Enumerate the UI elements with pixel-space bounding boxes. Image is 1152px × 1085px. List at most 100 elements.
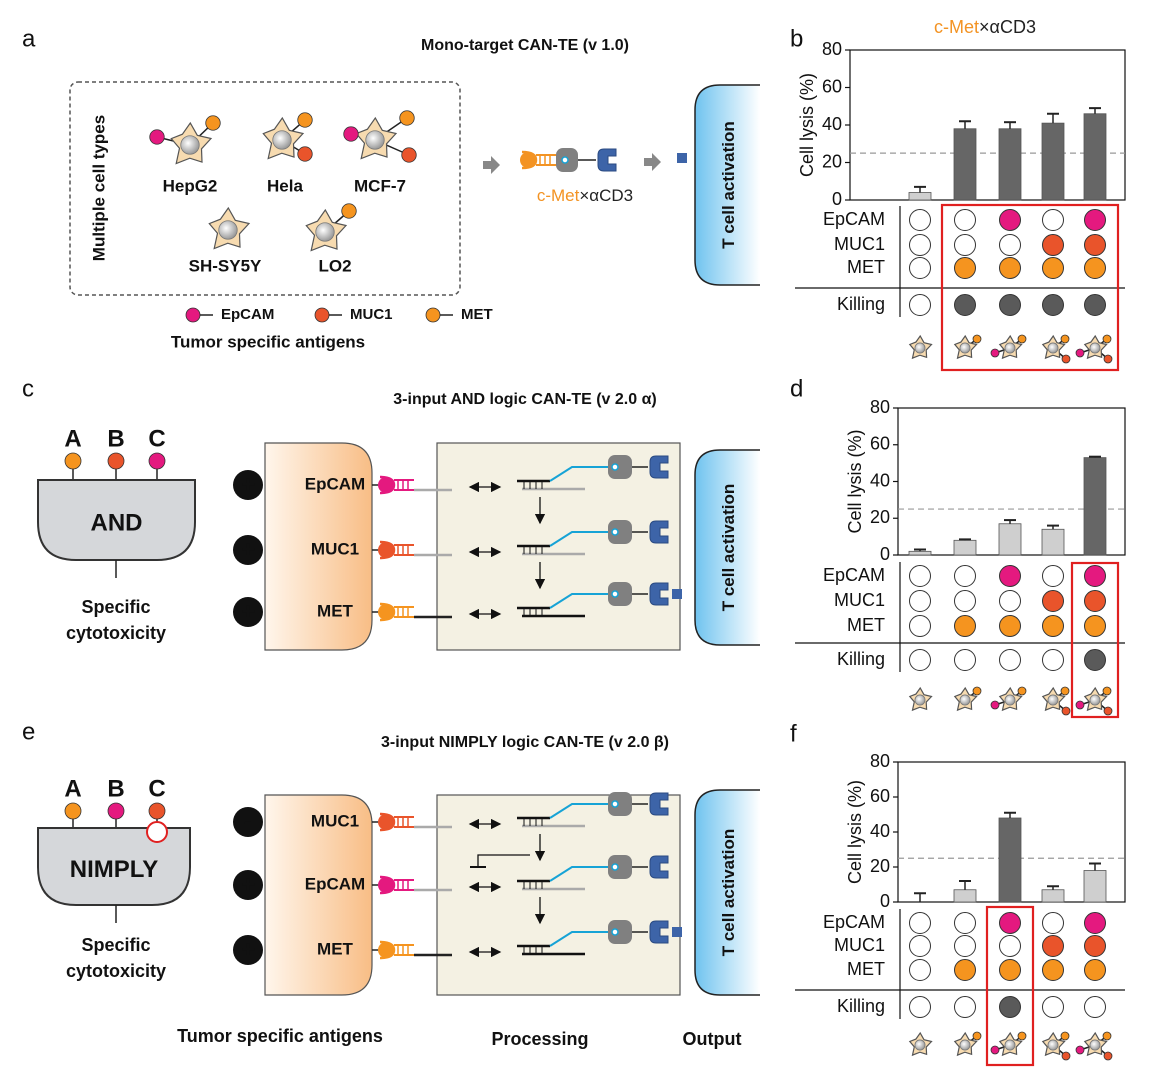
bar [998,128,1022,201]
matrix-dot [1084,912,1106,934]
antigen [1060,686,1070,696]
aptamer [521,150,538,170]
matrix-dot [999,590,1021,612]
row-label: MUC1 [834,935,885,955]
linker [549,531,612,547]
cell-nucleus [1089,694,1101,706]
bar [1041,889,1065,903]
gate-input-dot [148,452,166,470]
cd3-binder [649,455,669,479]
matrix-dot [1042,565,1064,587]
antigen [1060,334,1070,344]
antigen-name: EpCAM [305,874,365,893]
aptamer-target [378,542,394,558]
cell-nucleus [272,130,292,150]
matrix-dot [1084,565,1106,587]
antigen [1102,686,1112,696]
bar [908,192,932,201]
matrix-dot [1084,257,1106,279]
matrix-dot [999,935,1021,957]
anchor-block [608,792,632,816]
y-axis-label: Cell lysis (%) [797,73,817,177]
matrix-dot [954,649,976,671]
antigen [1102,1031,1112,1041]
section-label: Output [683,1029,742,1049]
bar [998,817,1022,903]
cell-name: SH-SY5Y [189,256,262,275]
antigen [990,1045,1000,1055]
aptamer [379,940,396,960]
linker [549,466,612,482]
output-square [672,589,682,599]
gate-input-dot [148,802,166,820]
antigen [990,700,1000,710]
anchor-dot [611,800,619,808]
panel-title: 3-input NIMPLY logic CAN-TE (v 2.0 β) [381,734,669,751]
antigen [343,126,359,142]
antigen [205,115,221,131]
antigen-name: MUC1 [311,539,359,558]
sign-icon [233,807,263,837]
processing-box [436,442,681,651]
cell-nucleus [1004,694,1016,706]
aptamer [379,875,396,895]
linker [549,803,612,819]
y-tick-label: 0 [880,544,890,564]
matrix-dot [1084,294,1106,316]
bar [998,523,1022,556]
cell-nucleus [1004,342,1016,354]
cell-nucleus [914,694,926,706]
matrix-dot [999,649,1021,671]
y-tick-label: 60 [870,434,890,454]
y-tick-label: 80 [822,39,842,59]
legend-title: Tumor specific antigens [171,332,365,351]
cell-name: MCF-7 [354,176,406,195]
cell-nucleus [1089,342,1101,354]
t-cell-box [694,449,760,646]
gate-caption: cytotoxicity [66,961,166,981]
cell-box [69,81,461,296]
gate-input: A [64,775,81,802]
logic-gate [37,479,196,561]
antigen [341,203,357,219]
anchor-dot [611,463,619,471]
panel-title: Mono-target CAN-TE (v 1.0) [421,37,629,54]
bar [1083,457,1107,556]
linker [549,931,612,947]
gate-input: B [107,425,124,452]
cell-name: HepG2 [163,176,218,195]
antigen-name: EpCAM [305,474,365,493]
sign-icon [233,535,263,565]
cd3-binder [649,520,669,544]
aptamer [379,540,396,560]
anchor-block [608,855,632,879]
matrix-dot [999,209,1021,231]
y-axis-label: Cell lysis (%) [845,429,865,533]
row-label: MUC1 [834,590,885,610]
panel-label: c [22,375,34,402]
bar [1041,122,1065,201]
gate-name: AND [91,509,143,536]
y-tick-label: 0 [880,891,890,911]
gate-input-dot [64,802,82,820]
t-cell-box [694,84,760,286]
cell-nucleus [1047,1039,1059,1051]
antigen [1075,1045,1085,1055]
matrix-dot [909,257,931,279]
y-tick-label: 40 [822,114,842,134]
antigen [1017,334,1027,344]
antigen [972,686,982,696]
legend-dot [314,307,330,323]
cell-nucleus [959,342,971,354]
row-label: MET [847,959,885,979]
gate-input-dot [107,452,125,470]
flow-arrow [483,156,500,174]
aptamer-target [378,604,394,620]
cell-name: Hela [267,176,303,195]
anchor-block [608,582,632,606]
y-tick-label: 80 [870,397,890,417]
highlight-box [985,905,1035,1067]
antigen-panel [264,794,373,996]
legend-label: EpCAM [221,306,274,323]
y-tick-label: 20 [870,856,890,876]
